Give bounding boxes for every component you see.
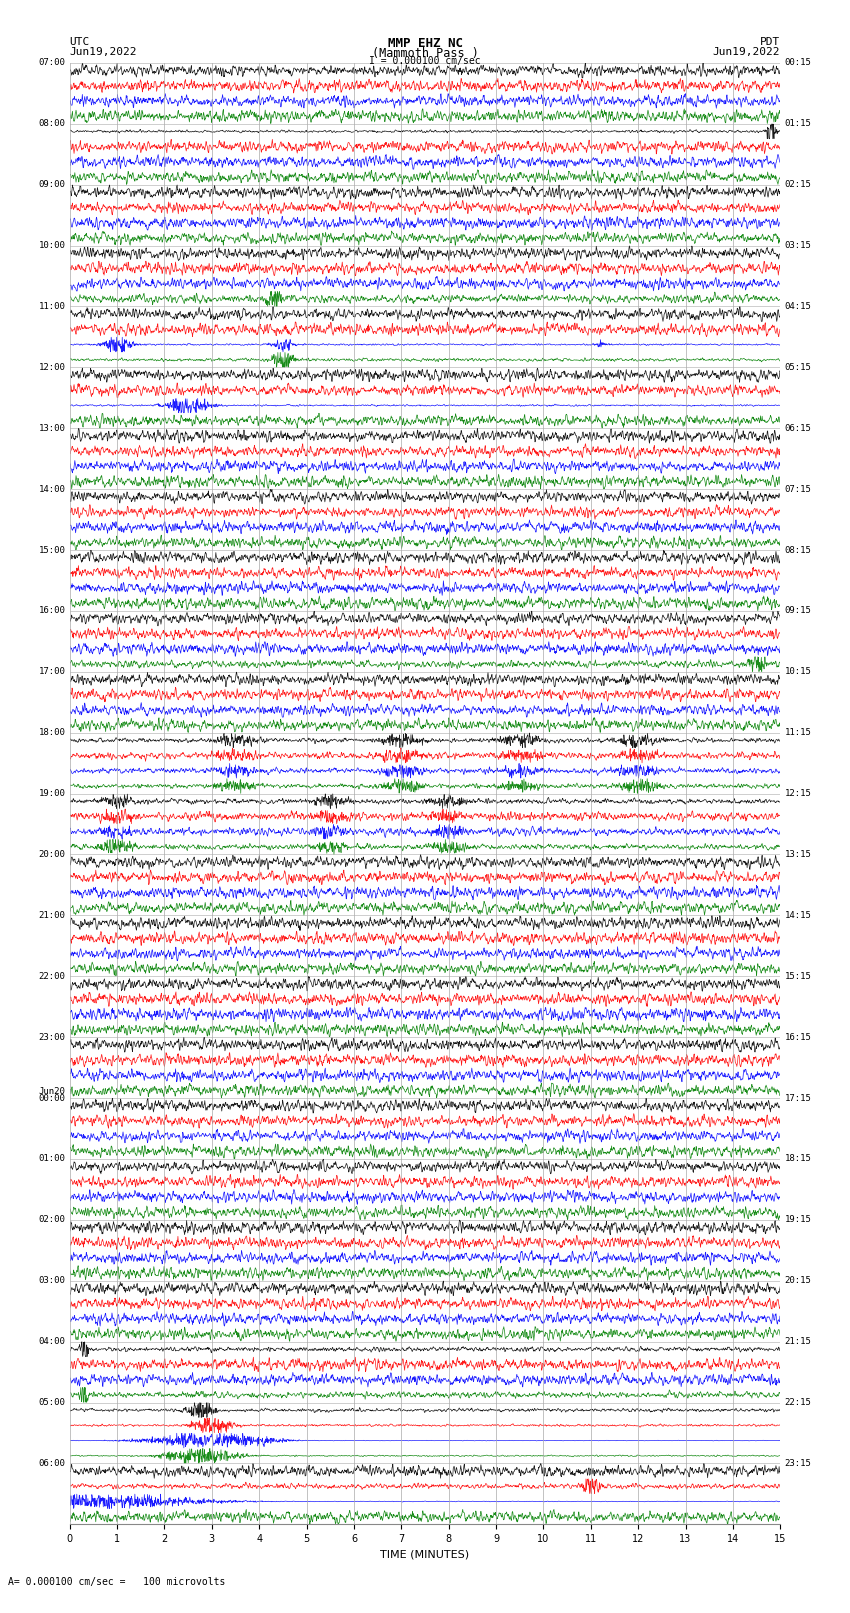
Text: 03:00: 03:00 <box>38 1276 65 1286</box>
Text: 18:15: 18:15 <box>785 1155 812 1163</box>
Text: 05:15: 05:15 <box>785 363 812 373</box>
Text: Jun19,2022: Jun19,2022 <box>70 47 137 56</box>
Text: 09:15: 09:15 <box>785 606 812 616</box>
Text: (Mammoth Pass ): (Mammoth Pass ) <box>371 47 479 60</box>
Text: 11:00: 11:00 <box>38 302 65 311</box>
X-axis label: TIME (MINUTES): TIME (MINUTES) <box>381 1550 469 1560</box>
Text: I = 0.000100 cm/sec: I = 0.000100 cm/sec <box>369 56 481 66</box>
Text: 23:00: 23:00 <box>38 1032 65 1042</box>
Text: 12:15: 12:15 <box>785 789 812 798</box>
Text: 08:15: 08:15 <box>785 545 812 555</box>
Text: 16:00: 16:00 <box>38 606 65 616</box>
Text: PDT: PDT <box>760 37 780 47</box>
Text: 10:15: 10:15 <box>785 668 812 676</box>
Text: 12:00: 12:00 <box>38 363 65 373</box>
Text: 03:15: 03:15 <box>785 240 812 250</box>
Text: 06:00: 06:00 <box>38 1458 65 1468</box>
Text: 01:00: 01:00 <box>38 1155 65 1163</box>
Text: 04:15: 04:15 <box>785 302 812 311</box>
Text: 21:15: 21:15 <box>785 1337 812 1347</box>
Text: 00:00: 00:00 <box>38 1094 65 1103</box>
Text: 15:15: 15:15 <box>785 971 812 981</box>
Text: 00:15: 00:15 <box>785 58 812 68</box>
Text: 13:15: 13:15 <box>785 850 812 860</box>
Text: 11:15: 11:15 <box>785 727 812 737</box>
Text: 17:00: 17:00 <box>38 668 65 676</box>
Text: 10:00: 10:00 <box>38 240 65 250</box>
Text: 22:15: 22:15 <box>785 1398 812 1407</box>
Text: 19:15: 19:15 <box>785 1215 812 1224</box>
Text: 08:00: 08:00 <box>38 119 65 129</box>
Text: 14:00: 14:00 <box>38 484 65 494</box>
Text: 21:00: 21:00 <box>38 911 65 919</box>
Text: 05:00: 05:00 <box>38 1398 65 1407</box>
Text: 20:15: 20:15 <box>785 1276 812 1286</box>
Text: A= 0.000100 cm/sec =   100 microvolts: A= 0.000100 cm/sec = 100 microvolts <box>8 1578 226 1587</box>
Text: 19:00: 19:00 <box>38 789 65 798</box>
Text: 09:00: 09:00 <box>38 181 65 189</box>
Text: 16:15: 16:15 <box>785 1032 812 1042</box>
Text: 02:00: 02:00 <box>38 1215 65 1224</box>
Text: 06:15: 06:15 <box>785 424 812 432</box>
Text: Jun19,2022: Jun19,2022 <box>713 47 780 56</box>
Text: 15:00: 15:00 <box>38 545 65 555</box>
Text: MMP EHZ NC: MMP EHZ NC <box>388 37 462 50</box>
Text: 02:15: 02:15 <box>785 181 812 189</box>
Text: 04:00: 04:00 <box>38 1337 65 1347</box>
Text: 20:00: 20:00 <box>38 850 65 860</box>
Text: 17:15: 17:15 <box>785 1094 812 1103</box>
Text: 07:00: 07:00 <box>38 58 65 68</box>
Text: 18:00: 18:00 <box>38 727 65 737</box>
Text: 07:15: 07:15 <box>785 484 812 494</box>
Text: UTC: UTC <box>70 37 90 47</box>
Text: 13:00: 13:00 <box>38 424 65 432</box>
Text: 14:15: 14:15 <box>785 911 812 919</box>
Text: 22:00: 22:00 <box>38 971 65 981</box>
Text: Jun20: Jun20 <box>38 1087 65 1097</box>
Text: 23:15: 23:15 <box>785 1458 812 1468</box>
Text: 01:15: 01:15 <box>785 119 812 129</box>
